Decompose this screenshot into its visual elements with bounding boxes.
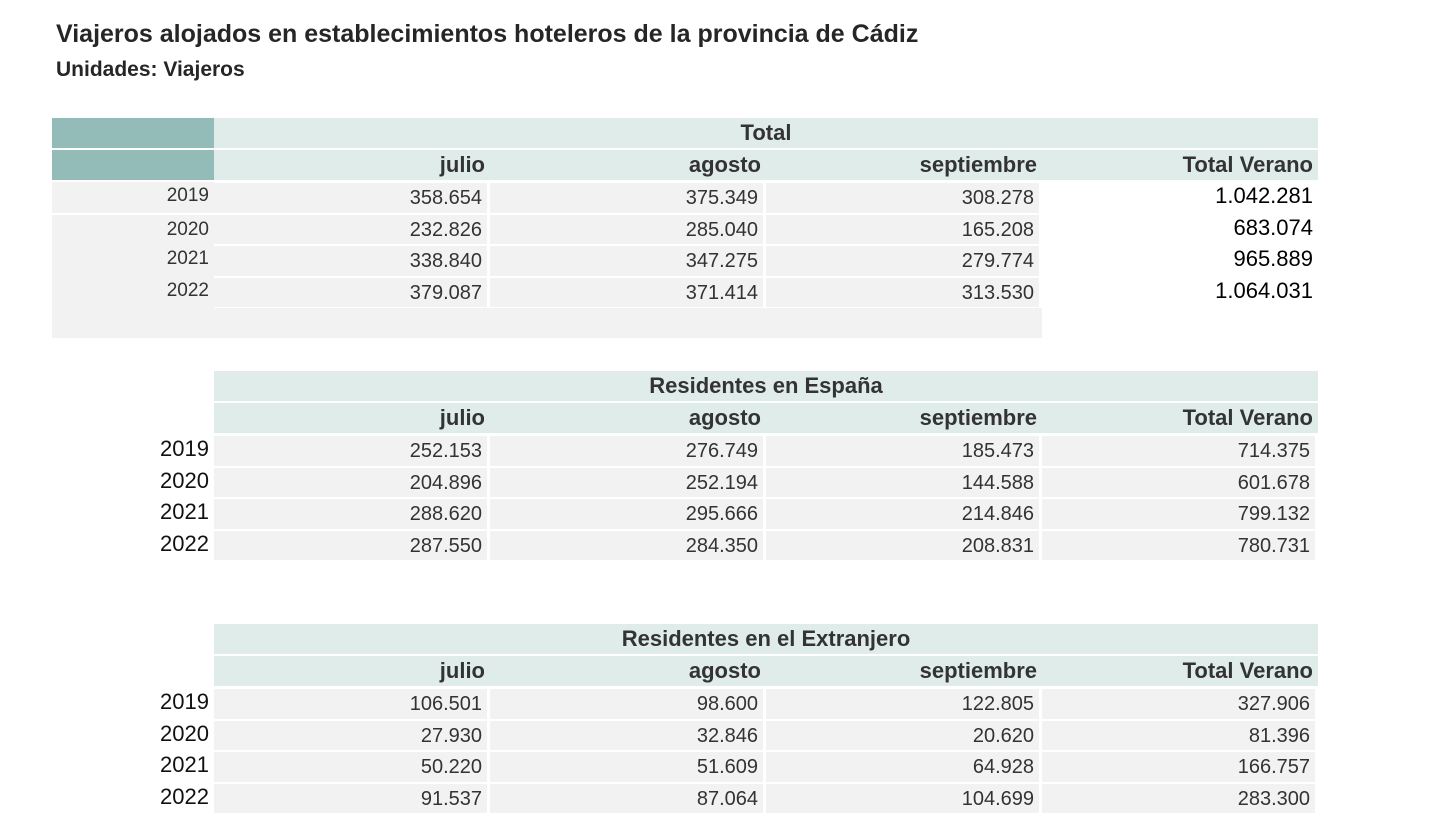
column-header: agosto xyxy=(490,656,766,686)
value-cell: 327.906 xyxy=(1042,687,1318,719)
value-cell: 50.220 xyxy=(214,750,490,782)
value-cell: 144.588 xyxy=(766,465,1042,497)
column-header: septiembre xyxy=(766,150,1042,180)
row-year: 2021 xyxy=(160,499,209,524)
value-cell: 308.278 xyxy=(766,181,1042,213)
value-cell: 204.896 xyxy=(214,465,490,497)
row-year: 2020 xyxy=(52,212,214,245)
corner xyxy=(52,118,214,148)
value-cell: 104.699 xyxy=(766,781,1042,813)
row-year: 2020 xyxy=(160,467,209,493)
value-cell: 20.620 xyxy=(766,718,1042,750)
value-cell: 683.074 xyxy=(1233,214,1313,240)
column-header: agosto xyxy=(490,403,766,433)
value-cell: 338.840 xyxy=(214,244,490,276)
value-cell: 81.396 xyxy=(1042,718,1318,750)
value-cell: 284.350 xyxy=(490,528,766,560)
column-header: agosto xyxy=(490,150,766,180)
value-cell: 185.473 xyxy=(766,434,1042,466)
value-cell: 714.375 xyxy=(1042,434,1318,466)
value-cell: 1.064.031 xyxy=(1215,277,1313,303)
value-cell: 287.550 xyxy=(214,528,490,560)
filler xyxy=(52,180,214,338)
value-cell: 371.414 xyxy=(490,275,766,307)
value-cell: 232.826 xyxy=(214,212,490,244)
page-subtitle: Unidades: Viajeros xyxy=(56,58,245,81)
column-header: Total Verano xyxy=(1042,150,1318,180)
value-cell: 295.666 xyxy=(490,497,766,529)
value-cell: 601.678 xyxy=(1042,465,1318,497)
value-cell: 358.654 xyxy=(214,181,490,213)
row-year: 2021 xyxy=(160,752,209,777)
value-cell: 283.300 xyxy=(1042,781,1318,813)
value-cell: 166.757 xyxy=(1042,750,1318,782)
value-cell: 288.620 xyxy=(214,497,490,529)
column-header: septiembre xyxy=(766,403,1042,433)
value-cell: 285.040 xyxy=(490,212,766,244)
table-title: Total xyxy=(214,118,1318,148)
row-year: 2019 xyxy=(166,185,209,206)
value-cell: 252.153 xyxy=(214,434,490,466)
column-header: septiembre xyxy=(766,656,1042,686)
value-cell: 64.928 xyxy=(766,750,1042,782)
row-year: 2020 xyxy=(160,720,209,746)
value-cell: 98.600 xyxy=(490,687,766,719)
row-year: 2022 xyxy=(160,530,209,556)
corner xyxy=(52,150,214,180)
value-cell: 1.042.281 xyxy=(1215,183,1313,208)
row-year: 2021 xyxy=(166,248,209,269)
value-cell: 313.530 xyxy=(766,275,1042,307)
value-cell: 208.831 xyxy=(766,528,1042,560)
value-cell: 214.846 xyxy=(766,497,1042,529)
column-header: julio xyxy=(214,150,490,180)
value-cell: 276.749 xyxy=(490,434,766,466)
value-cell: 252.194 xyxy=(490,465,766,497)
row-year: 2022 xyxy=(166,279,209,301)
table-title: Residentes en España xyxy=(214,371,1318,401)
column-header: Total Verano xyxy=(1042,656,1318,686)
value-cell: 279.774 xyxy=(766,244,1042,276)
row-year: 2019 xyxy=(160,689,209,714)
value-cell: 165.208 xyxy=(766,212,1042,244)
value-cell: 780.731 xyxy=(1042,528,1318,560)
value-cell: 87.064 xyxy=(490,781,766,813)
column-header: Total Verano xyxy=(1042,403,1318,433)
value-cell: 122.805 xyxy=(766,687,1042,719)
value-cell: 799.132 xyxy=(1042,497,1318,529)
page-title: Viajeros alojados en establecimientos ho… xyxy=(56,20,919,48)
value-cell: 106.501 xyxy=(214,687,490,719)
value-cell: 379.087 xyxy=(214,275,490,307)
column-header: julio xyxy=(214,403,490,433)
table-title: Residentes en el Extranjero xyxy=(214,624,1318,654)
row-year: 2022 xyxy=(160,783,209,809)
value-cell: 375.349 xyxy=(490,181,766,213)
column-header: julio xyxy=(214,656,490,686)
filler xyxy=(214,306,1042,338)
value-cell: 91.537 xyxy=(214,781,490,813)
value-cell: 32.846 xyxy=(490,718,766,750)
value-cell: 965.889 xyxy=(1233,246,1313,271)
value-cell: 27.930 xyxy=(214,718,490,750)
value-cell: 51.609 xyxy=(490,750,766,782)
value-cell: 347.275 xyxy=(490,244,766,276)
row-year: 2019 xyxy=(160,436,209,461)
